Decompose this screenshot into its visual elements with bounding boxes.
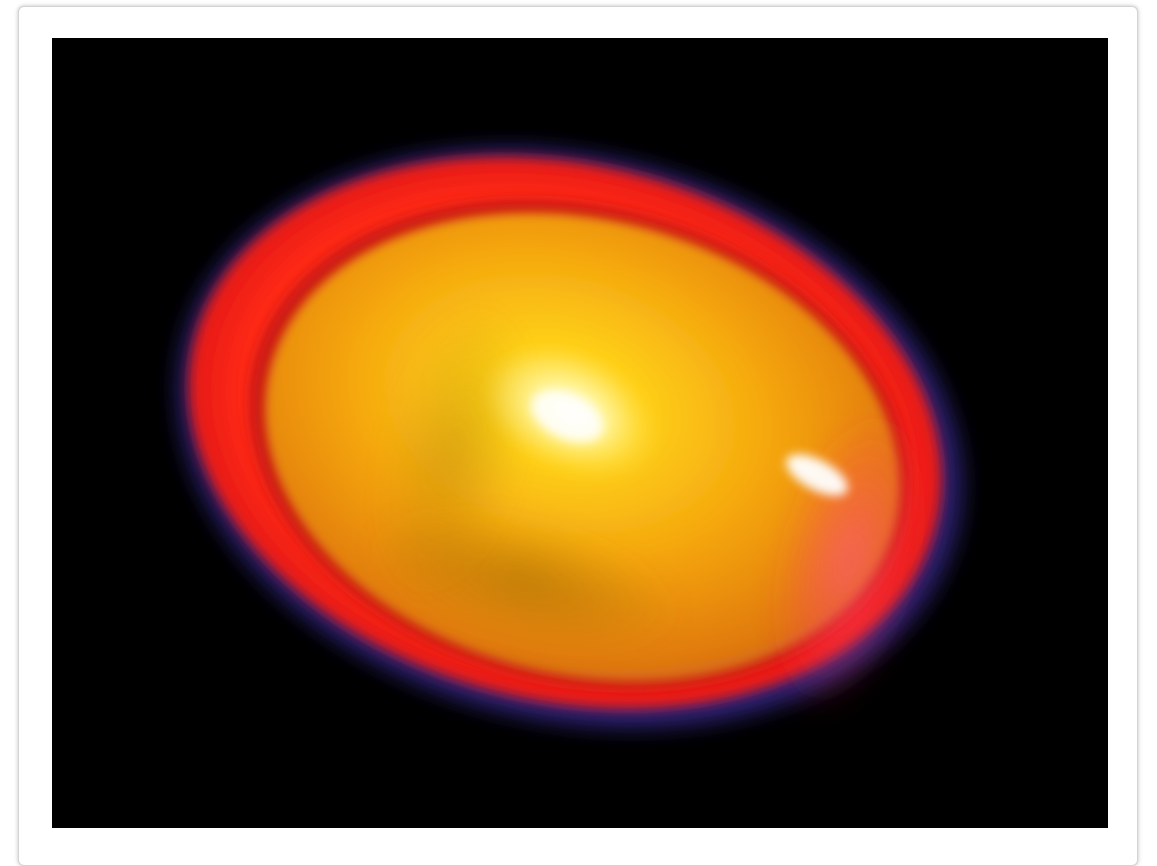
specular-highlight [786, 454, 848, 496]
glowing-ellipsoid-image [52, 38, 1108, 828]
image-frame [52, 38, 1108, 828]
